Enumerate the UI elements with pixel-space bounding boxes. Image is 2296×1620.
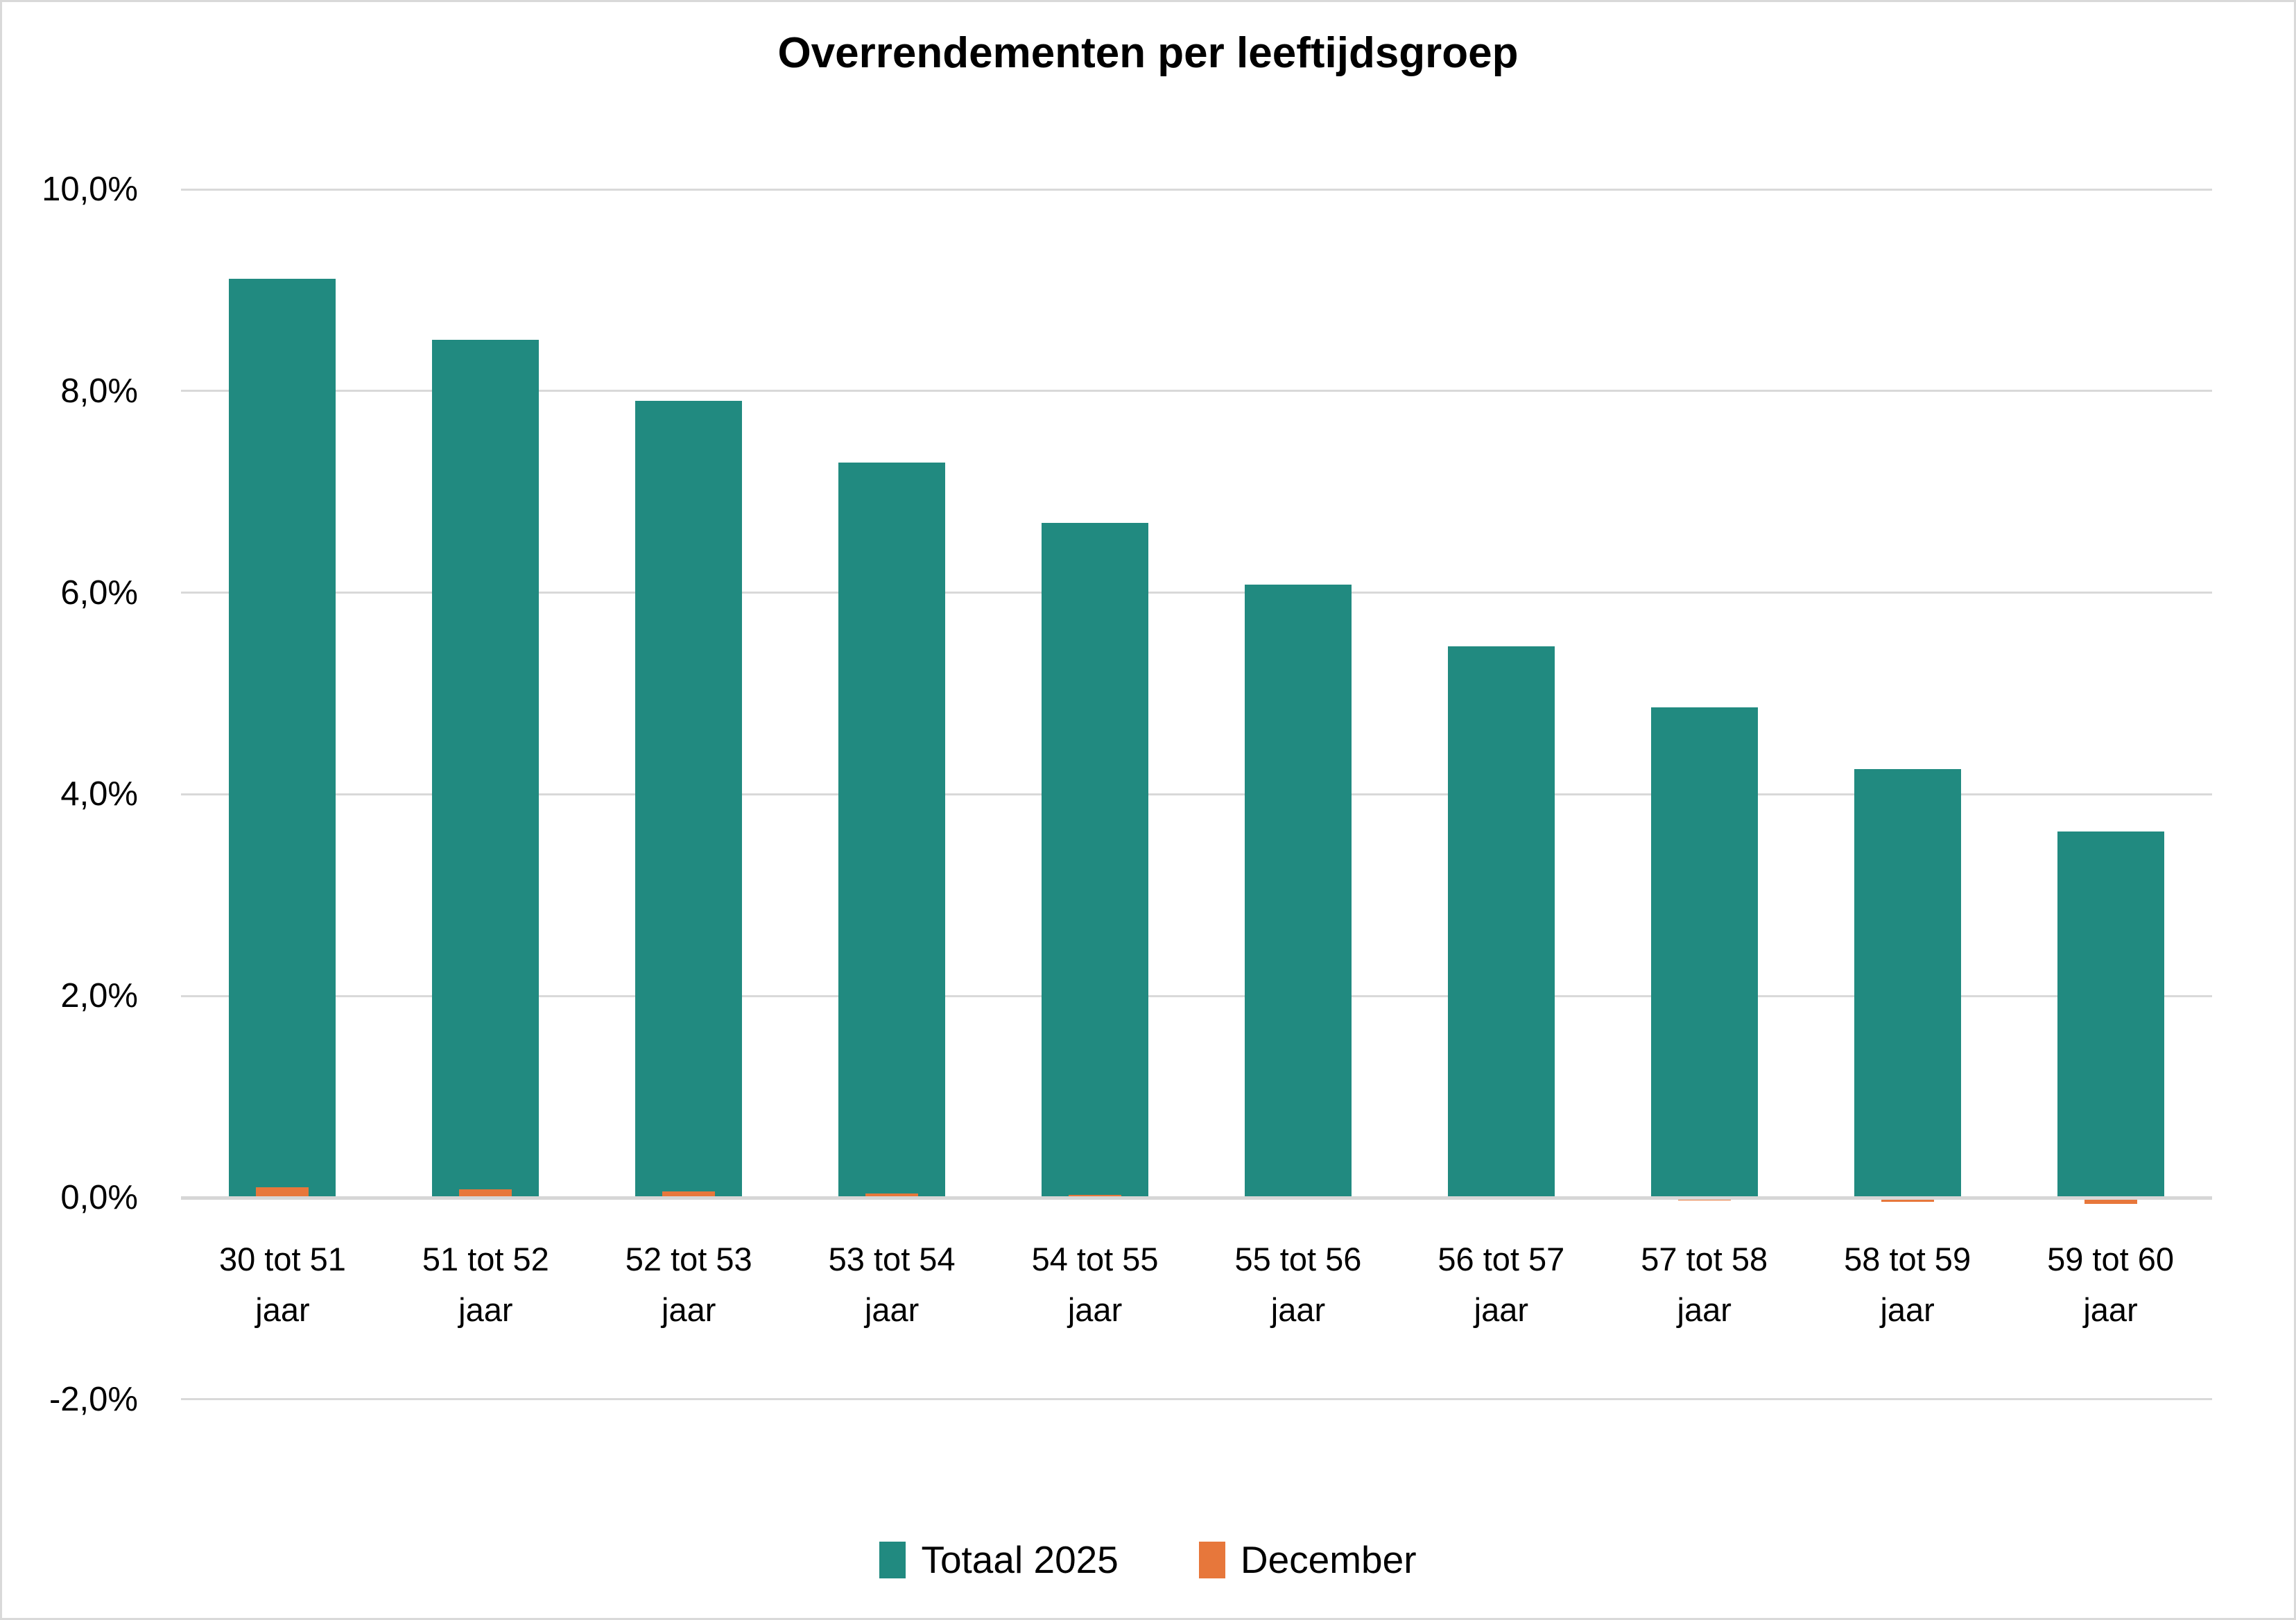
bar-totaal-2025-59-tot-60-jaar — [2057, 831, 2164, 1198]
x-axis-label-30-tot-51-jaar: 30 tot 51 jaar — [181, 1234, 384, 1335]
y-axis-label: -2,0% — [49, 1380, 138, 1418]
x-axis-line — [181, 1196, 2212, 1200]
gridline-10pct — [181, 188, 2212, 191]
x-axis-label-54-tot-55-jaar: 54 tot 55 jaar — [994, 1234, 1197, 1335]
bar-totaal-2025-56-tot-57-jaar — [1447, 646, 1555, 1198]
legend-label: December — [1240, 1538, 1417, 1581]
x-axis-label-51-tot-52-jaar: 51 tot 52 jaar — [384, 1234, 587, 1335]
x-axis-label-line: jaar — [864, 1291, 920, 1328]
x-axis-label-line: 57 tot 58 — [1641, 1241, 1768, 1277]
x-axis-label-line: 55 tot 56 — [1234, 1241, 1362, 1277]
x-axis-label-line: 53 tot 54 — [828, 1241, 956, 1277]
x-axis-label-line: 59 tot 60 — [2047, 1241, 2174, 1277]
x-axis-label-line: 56 tot 57 — [1438, 1241, 1565, 1277]
bar-december-30-tot-51-jaar — [256, 1187, 309, 1198]
x-axis-label-59-tot-60-jaar: 59 tot 60 jaar — [2009, 1234, 2212, 1335]
legend: Totaal 2025 December — [2, 1526, 2294, 1593]
bar-december-59-tot-60-jaar — [2084, 1198, 2137, 1204]
x-axis-label-line: jaar — [2083, 1291, 2138, 1328]
x-axis-label-line: jaar — [662, 1291, 716, 1328]
y-axis-label: 6,0% — [60, 574, 138, 612]
chart-title: Overrendementen per leeftijdsgroep — [777, 29, 1519, 77]
bar-totaal-2025-55-tot-56-jaar — [1244, 584, 1352, 1198]
gridline--2pct — [181, 1398, 2212, 1401]
bar-totaal-2025-51-tot-52-jaar — [432, 339, 540, 1198]
bar-december-53-tot-54-jaar — [865, 1194, 919, 1198]
legend-item-december: December — [1198, 1537, 1417, 1582]
bar-totaal-2025-57-tot-58-jaar — [1650, 707, 1758, 1198]
y-axis-label: 10,0% — [42, 171, 138, 208]
legend-label: Totaal 2025 — [921, 1538, 1119, 1581]
bar-totaal-2025-52-tot-53-jaar — [635, 401, 743, 1198]
y-axis-label: 8,0% — [60, 372, 138, 410]
x-axis-label-line: 58 tot 59 — [1844, 1241, 1971, 1277]
x-axis-label-line: 52 tot 53 — [625, 1241, 752, 1277]
gridline-6pct — [181, 592, 2212, 594]
x-axis-label-line: jaar — [1067, 1291, 1123, 1328]
x-axis-label-line: 30 tot 51 — [218, 1241, 346, 1277]
bar-totaal-2025-53-tot-54-jaar — [838, 463, 946, 1198]
y-axis-label: 4,0% — [60, 775, 138, 813]
x-axis-label-line: jaar — [458, 1291, 513, 1328]
x-axis-label-52-tot-53-jaar: 52 tot 53 jaar — [587, 1234, 791, 1335]
y-axis-label: 0,0% — [60, 1179, 138, 1216]
bar-december-52-tot-53-jaar — [662, 1191, 716, 1198]
gridline-2pct — [181, 994, 2212, 997]
legend-swatch-icon — [1198, 1541, 1225, 1578]
bar-totaal-2025-54-tot-55-jaar — [1042, 523, 1149, 1198]
gridline-4pct — [181, 793, 2212, 795]
bar-totaal-2025-30-tot-51-jaar — [229, 279, 336, 1198]
bar-december-58-tot-59-jaar — [1881, 1198, 1934, 1202]
legend-swatch-icon — [879, 1541, 906, 1578]
x-axis-label-line: 51 tot 52 — [422, 1241, 549, 1277]
x-axis-label-line: jaar — [1677, 1291, 1732, 1328]
x-axis-label-55-tot-56-jaar: 55 tot 56 jaar — [1197, 1234, 1400, 1335]
bar-december-51-tot-52-jaar — [459, 1189, 512, 1198]
gridline-8pct — [181, 390, 2212, 393]
y-axis-label: 2,0% — [60, 977, 138, 1015]
x-axis-label-58-tot-59-jaar: 58 tot 59 jaar — [1806, 1234, 2009, 1335]
x-axis-label-57-tot-58-jaar: 57 tot 58 jaar — [1603, 1234, 1806, 1335]
bar-totaal-2025-58-tot-59-jaar — [1854, 769, 1961, 1198]
legend-item-totaal-2025: Totaal 2025 — [879, 1537, 1119, 1582]
x-axis-label-line: jaar — [1880, 1291, 1935, 1328]
x-axis-label-line: 54 tot 55 — [1031, 1241, 1159, 1277]
x-axis-label-56-tot-57-jaar: 56 tot 57 jaar — [1399, 1234, 1603, 1335]
x-axis-label-line: jaar — [1474, 1291, 1529, 1328]
x-axis-label-line: jaar — [1270, 1291, 1326, 1328]
x-axis-label-line: jaar — [255, 1291, 310, 1328]
x-axis-label-53-tot-54-jaar: 53 tot 54 jaar — [791, 1234, 994, 1335]
